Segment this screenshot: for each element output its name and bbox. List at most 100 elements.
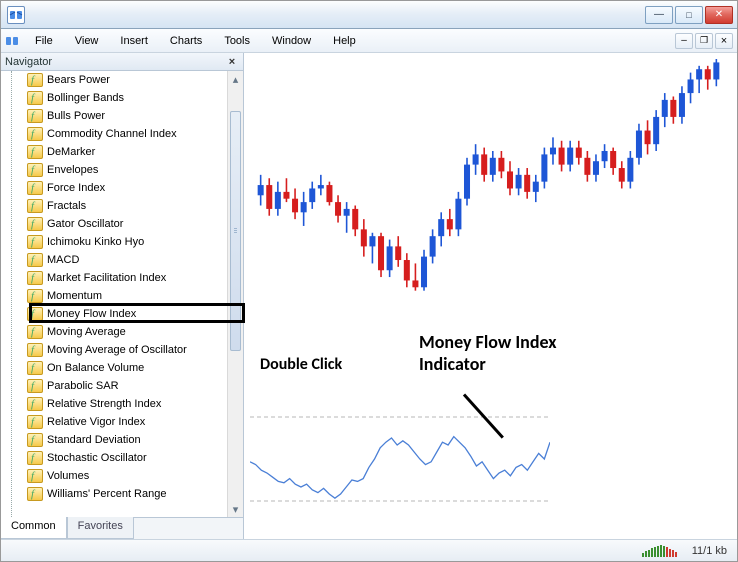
- indicator-item-label: Stochastic Oscillator: [47, 452, 147, 464]
- indicator-item-label: Volumes: [47, 470, 89, 482]
- indicator-fx-icon: [27, 289, 43, 303]
- indicator-item-label: Standard Deviation: [47, 434, 141, 446]
- candlestick-chart: [250, 59, 727, 298]
- mdi-restore-button[interactable]: ❐: [695, 33, 713, 49]
- indicator-item-label: Market Facilitation Index: [47, 272, 166, 284]
- mdi-controls: – ❐ ×: [675, 33, 733, 49]
- indicator-fx-icon: [27, 379, 43, 393]
- indicator-item[interactable]: Gator Oscillator: [27, 215, 227, 233]
- indicator-item-label: Momentum: [47, 290, 102, 302]
- indicator-fx-icon: [27, 433, 43, 447]
- indicator-item-label: Bears Power: [47, 74, 110, 86]
- chart-area: Double Click Money Flow Index Indicator: [244, 53, 737, 539]
- tree-gutter: [1, 71, 27, 517]
- window-buttons: — □ ✕: [645, 6, 733, 24]
- indicator-item[interactable]: Bulls Power: [27, 107, 227, 125]
- indicator-item-label: Fractals: [47, 200, 86, 212]
- indicator-fx-icon: [27, 235, 43, 249]
- indicator-item-label: Relative Vigor Index: [47, 416, 145, 428]
- indicator-fx-icon: [27, 181, 43, 195]
- indicator-fx-icon: [27, 487, 43, 501]
- navigator-title: Navigator: [5, 56, 52, 68]
- indicator-fx-icon: [27, 199, 43, 213]
- mdi-minimize-button[interactable]: –: [675, 33, 693, 49]
- menu-item-tools[interactable]: Tools: [214, 32, 260, 50]
- indicator-item[interactable]: Fractals: [27, 197, 227, 215]
- menu-item-view[interactable]: View: [65, 32, 109, 50]
- indicator-fx-icon: [27, 415, 43, 429]
- indicator-item[interactable]: Standard Deviation: [27, 431, 227, 449]
- indicator-item-label: MACD: [47, 254, 79, 266]
- menu-item-window[interactable]: Window: [262, 32, 321, 50]
- navigator-close-button[interactable]: ×: [225, 55, 239, 69]
- navigator-tab-common[interactable]: Common: [1, 517, 67, 539]
- navigator-header: Navigator ×: [1, 53, 243, 71]
- navigator-panel: Navigator × Bears Power Bollinger Bands Bu…: [1, 53, 244, 539]
- indicator-item[interactable]: Moving Average: [27, 323, 227, 341]
- indicator-fx-icon: [27, 127, 43, 141]
- indicator-item[interactable]: Moving Average of Oscillator: [27, 341, 227, 359]
- menu-item-insert[interactable]: Insert: [110, 32, 158, 50]
- mdi-close-button[interactable]: ×: [715, 33, 733, 49]
- double-click-annotation: Double Click: [260, 355, 342, 374]
- indicator-item-label: Envelopes: [47, 164, 98, 176]
- window-close-button[interactable]: ✕: [705, 6, 733, 24]
- indicator-item[interactable]: Bears Power: [27, 71, 227, 89]
- indicator-fx-icon: [27, 217, 43, 231]
- statusbar: 11/1 kb: [1, 539, 737, 561]
- navigator-tab-favorites[interactable]: Favorites: [67, 517, 134, 539]
- indicator-item-label: Force Index: [47, 182, 105, 194]
- window-maximize-button[interactable]: □: [675, 6, 703, 24]
- window-minimize-button[interactable]: —: [645, 6, 673, 24]
- indicator-fx-icon: [27, 397, 43, 411]
- indicator-item-label: Ichimoku Kinko Hyo: [47, 236, 144, 248]
- menu-item-help[interactable]: Help: [323, 32, 366, 50]
- indicator-fx-icon: [27, 253, 43, 267]
- indicator-item[interactable]: MACD: [27, 251, 227, 269]
- indicator-item-label: Moving Average: [47, 326, 126, 338]
- indicator-item-label: Moving Average of Oscillator: [47, 344, 187, 356]
- indicator-fx-icon: [27, 91, 43, 105]
- indicator-item[interactable]: Ichimoku Kinko Hyo: [27, 233, 227, 251]
- indicator-item[interactable]: Envelopes: [27, 161, 227, 179]
- menu-item-file[interactable]: File: [25, 32, 63, 50]
- menubar: FileViewInsertChartsToolsWindowHelp – ❐ …: [1, 29, 737, 53]
- indicator-item[interactable]: Williams' Percent Range: [27, 485, 227, 503]
- indicator-item[interactable]: Relative Vigor Index: [27, 413, 227, 431]
- indicator-fx-icon: [27, 163, 43, 177]
- indicator-item[interactable]: Relative Strength Index: [27, 395, 227, 413]
- indicator-fx-icon: [27, 271, 43, 285]
- scroll-down-arrow[interactable]: ▾: [228, 501, 243, 517]
- mdi-app-icon: [5, 34, 19, 48]
- connection-vumeter-icon: [642, 545, 682, 557]
- indicator-item[interactable]: Commodity Channel Index: [27, 125, 227, 143]
- indicator-fx-icon: [27, 145, 43, 159]
- indicator-item[interactable]: Parabolic SAR: [27, 377, 227, 395]
- indicator-item-label: DeMarker: [47, 146, 95, 158]
- indicator-item[interactable]: Volumes: [27, 467, 227, 485]
- indicator-item[interactable]: Market Facilitation Index: [27, 269, 227, 287]
- highlight-annotation-box: [29, 303, 245, 323]
- navigator-tabs: CommonFavorites: [1, 517, 243, 539]
- indicator-fx-icon: [27, 469, 43, 483]
- mfi-indicator-chart: [250, 389, 550, 529]
- indicator-fx-icon: [27, 109, 43, 123]
- indicator-item-label: Gator Oscillator: [47, 218, 123, 230]
- transfer-status: 11/1 kb: [692, 545, 727, 557]
- indicator-tree: Bears Power Bollinger Bands Bulls Power Com…: [27, 71, 227, 517]
- indicator-item[interactable]: Stochastic Oscillator: [27, 449, 227, 467]
- indicator-fx-icon: [27, 343, 43, 357]
- navigator-scrollbar[interactable]: ▴ ▾: [227, 71, 243, 517]
- scroll-up-arrow[interactable]: ▴: [228, 71, 243, 87]
- indicator-item-label: Bulls Power: [47, 110, 105, 122]
- indicator-fx-icon: [27, 325, 43, 339]
- indicator-fx-icon: [27, 361, 43, 375]
- indicator-annotation-line1: Money Flow Index: [419, 331, 557, 353]
- indicator-item[interactable]: Force Index: [27, 179, 227, 197]
- indicator-fx-icon: [27, 451, 43, 465]
- indicator-item[interactable]: On Balance Volume: [27, 359, 227, 377]
- indicator-item[interactable]: Bollinger Bands: [27, 89, 227, 107]
- indicator-item[interactable]: DeMarker: [27, 143, 227, 161]
- menu-item-charts[interactable]: Charts: [160, 32, 212, 50]
- app-icon: [7, 6, 25, 24]
